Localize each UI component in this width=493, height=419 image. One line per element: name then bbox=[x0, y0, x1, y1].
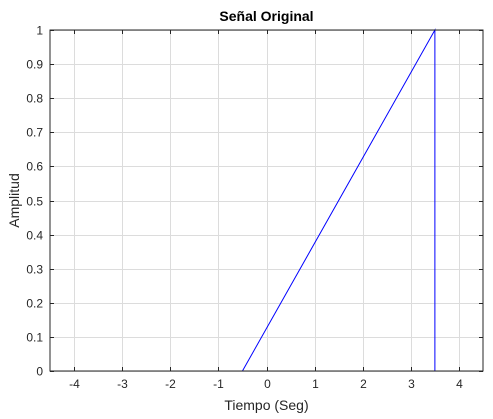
x-tick-label: 3 bbox=[408, 377, 415, 391]
y-tick-label: 0.3 bbox=[26, 263, 43, 277]
y-tick-label: 0.8 bbox=[26, 92, 43, 106]
x-tick-label: 1 bbox=[312, 377, 319, 391]
y-tick-label: 0.9 bbox=[26, 58, 43, 72]
y-tick-label: 1 bbox=[36, 24, 43, 38]
y-tick-label: 0.5 bbox=[26, 195, 43, 209]
x-tick-label: 0 bbox=[264, 377, 271, 391]
y-tick-label: 0.4 bbox=[26, 229, 43, 243]
x-tick-label: 2 bbox=[360, 377, 367, 391]
y-tick-label: 0.6 bbox=[26, 160, 43, 174]
y-tick-label: 0.1 bbox=[26, 331, 43, 345]
x-axis-label: Tiempo (Seg) bbox=[224, 397, 308, 413]
grid bbox=[50, 30, 483, 372]
chart-title: Señal Original bbox=[219, 8, 313, 24]
y-tick-label: 0 bbox=[36, 365, 43, 379]
series-line bbox=[50, 28, 483, 372]
x-tick-label: 4 bbox=[456, 377, 463, 391]
x-tick-label: -2 bbox=[165, 377, 176, 391]
x-tick-label: -3 bbox=[117, 377, 128, 391]
y-axis-label: Amplitud bbox=[6, 173, 22, 227]
x-tick-label: -4 bbox=[69, 377, 80, 391]
plot-frame bbox=[49, 29, 484, 372]
series-layer bbox=[50, 28, 483, 372]
x-tick-label: -1 bbox=[213, 377, 224, 391]
ticks: -4 -3 -2 -1 0 1 2 3 4 0 0.1 0.2 0.3 0.4 0.5 0.6 0.7 0.8 0.… bbox=[26, 24, 483, 391]
y-tick-label: 0.2 bbox=[26, 297, 43, 311]
y-tick-label: 0.7 bbox=[26, 126, 43, 140]
